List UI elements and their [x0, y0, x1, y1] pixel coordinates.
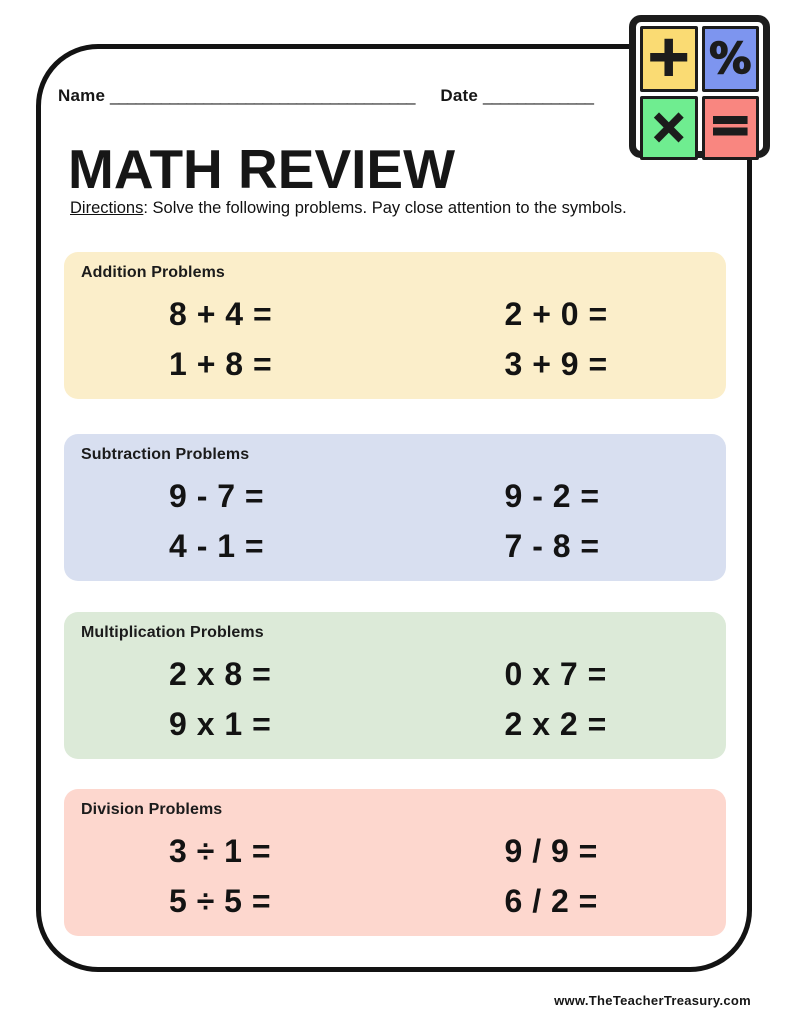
multiplication-problems-grid: 2 x 8 = 0 x 7 = 9 x 1 = 2 x 2 = — [81, 649, 726, 749]
directions-text: Directions: Solve the following problems… — [70, 199, 627, 218]
addition-problems-grid: 8 + 4 = 2 + 0 = 1 + 8 = 3 + 9 = — [81, 289, 726, 389]
division-problems-grid: 3 ÷ 1 = 9 / 9 = 5 ÷ 5 = 6 / 2 = — [81, 826, 726, 926]
addition-problem-2: 2 + 0 = — [504, 295, 608, 332]
addition-section-title: Addition Problems — [81, 264, 225, 281]
calculator-logo-icon: + % × = — [629, 15, 770, 160]
equals-icon: = — [701, 96, 759, 160]
page-title: MATH REVIEW — [68, 138, 456, 200]
addition-problem-4: 3 + 9 = — [504, 345, 608, 382]
directions-label: Directions — [70, 199, 144, 217]
multiplication-section: Multiplication Problems 2 x 8 = 0 x 7 = … — [64, 612, 726, 759]
directions-body: : Solve the following problems. Pay clos… — [143, 199, 627, 217]
subtraction-problem-1: 9 - 7 = — [169, 477, 265, 514]
subtraction-problem-4: 7 - 8 = — [504, 527, 600, 564]
name-blank-line: ____________________________________ — [110, 86, 415, 105]
addition-problem-3: 1 + 8 = — [169, 345, 273, 382]
plus-icon: + — [640, 26, 698, 92]
subtraction-section-title: Subtraction Problems — [81, 446, 250, 463]
multiplication-problem-3: 9 x 1 = — [169, 705, 272, 742]
date-blank-line: _____________ — [483, 86, 594, 105]
name-date-row: Name ___________________________________… — [58, 86, 658, 106]
division-section-title: Division Problems — [81, 801, 223, 818]
division-section: Division Problems 3 ÷ 1 = 9 / 9 = 5 ÷ 5 … — [64, 789, 726, 936]
multiplication-problem-1: 2 x 8 = — [169, 655, 272, 692]
division-problem-4: 6 / 2 = — [504, 882, 598, 919]
subtraction-section: Subtraction Problems 9 - 7 = 9 - 2 = 4 -… — [64, 434, 726, 581]
multiplication-section-title: Multiplication Problems — [81, 624, 264, 641]
website-url: www.TheTeacherTreasury.com — [554, 993, 751, 1008]
division-problem-2: 9 / 9 = — [504, 832, 598, 869]
worksheet-border — [36, 44, 752, 972]
multiplication-problem-2: 0 x 7 = — [504, 655, 607, 692]
addition-problem-1: 8 + 4 = — [169, 295, 273, 332]
subtraction-problems-grid: 9 - 7 = 9 - 2 = 4 - 1 = 7 - 8 = — [81, 471, 726, 571]
subtraction-problem-3: 4 - 1 = — [169, 527, 265, 564]
name-label: Name — [58, 86, 106, 105]
multiply-icon: × — [640, 96, 698, 160]
percent-icon: % — [701, 26, 759, 92]
division-problem-3: 5 ÷ 5 = — [169, 882, 272, 919]
subtraction-problem-2: 9 - 2 = — [504, 477, 600, 514]
date-label: Date — [440, 86, 479, 105]
multiplication-problem-4: 2 x 2 = — [504, 705, 607, 742]
division-problem-1: 3 ÷ 1 = — [169, 832, 272, 869]
addition-section: Addition Problems 8 + 4 = 2 + 0 = 1 + 8 … — [64, 252, 726, 399]
